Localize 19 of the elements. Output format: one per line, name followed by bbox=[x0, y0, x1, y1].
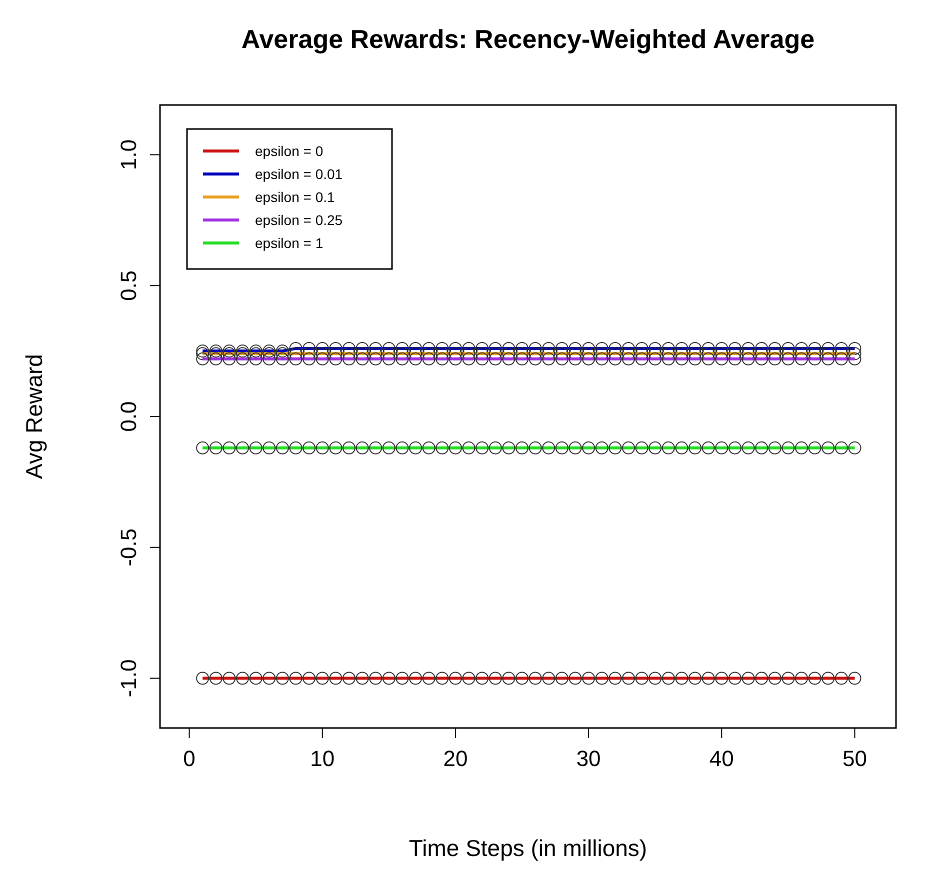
legend-label: epsilon = 1 bbox=[255, 235, 324, 251]
y-tick-label: 0.5 bbox=[116, 270, 141, 301]
y-tick-label: 1.0 bbox=[116, 139, 141, 170]
legend-label: epsilon = 0.01 bbox=[255, 166, 343, 182]
x-tick-label: 50 bbox=[842, 746, 867, 771]
legend-label: epsilon = 0 bbox=[255, 143, 324, 159]
chart-title: Average Rewards: Recency-Weighted Average bbox=[241, 24, 815, 54]
legend-label: epsilon = 0.25 bbox=[255, 212, 343, 228]
x-tick-label: 20 bbox=[443, 746, 468, 771]
legend-label: epsilon = 0.1 bbox=[255, 189, 335, 205]
y-tick-label: -1.0 bbox=[116, 659, 141, 698]
x-tick-label: 0 bbox=[183, 746, 196, 771]
y-tick-label: 0.0 bbox=[116, 401, 141, 432]
x-tick-label: 10 bbox=[310, 746, 335, 771]
y-axis-title: Avg Reward bbox=[21, 354, 47, 479]
x-axis-title: Time Steps (in millions) bbox=[408, 835, 648, 861]
x-tick-label: 30 bbox=[576, 746, 601, 771]
y-tick-label: -0.5 bbox=[116, 528, 141, 566]
x-tick-label: 40 bbox=[709, 746, 734, 771]
